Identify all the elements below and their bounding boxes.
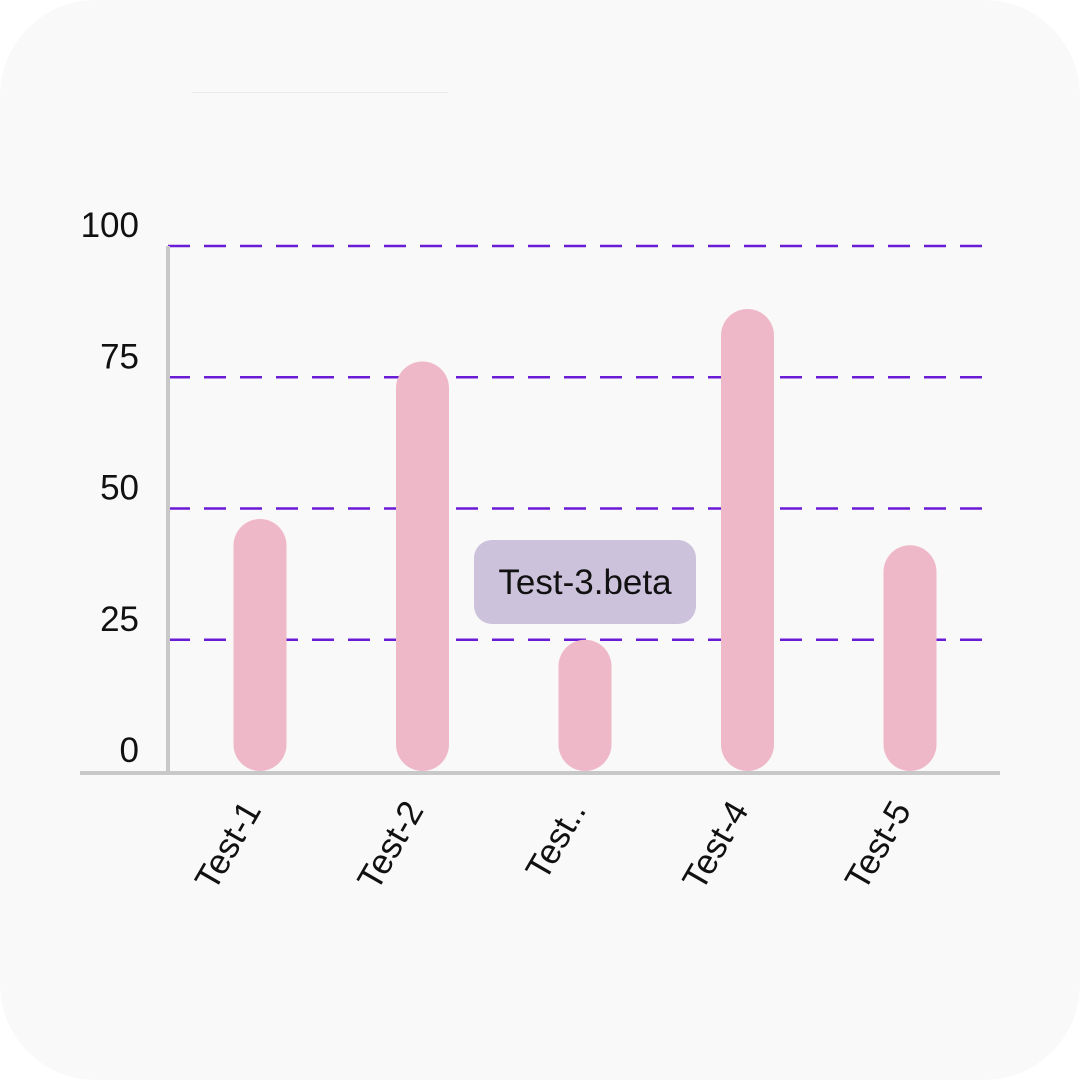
x-tick-4: Test-4 [675,795,756,897]
bars [233,309,937,771]
axes [80,246,1000,775]
y-tick-0: 0 [120,731,139,770]
y-tick-50: 50 [100,469,139,508]
y-tick-25: 25 [100,600,139,639]
y-tick-labels: 0 25 50 75 100 [81,206,139,770]
bar-4 [721,309,774,771]
tooltip: Test-3.beta [474,540,696,624]
header-divider [192,92,448,93]
x-tick-2: Test-2 [350,795,431,897]
bar-3 [558,639,612,771]
x-tick-labels: Test-1 Test-2 Test.. Test-4 Test-5 [187,795,918,897]
x-tick-3: Test.. [518,795,594,887]
bar-5 [883,545,937,771]
bar-1 [233,519,287,771]
x-tick-1: Test-1 [187,795,268,897]
x-tick-5: Test-5 [837,795,918,897]
gridlines [168,244,990,641]
tooltip-box [474,540,696,624]
y-tick-100: 100 [81,206,139,245]
bar-2 [396,361,449,771]
y-tick-75: 75 [100,337,139,376]
tooltip-text: Test-3.beta [498,563,672,602]
